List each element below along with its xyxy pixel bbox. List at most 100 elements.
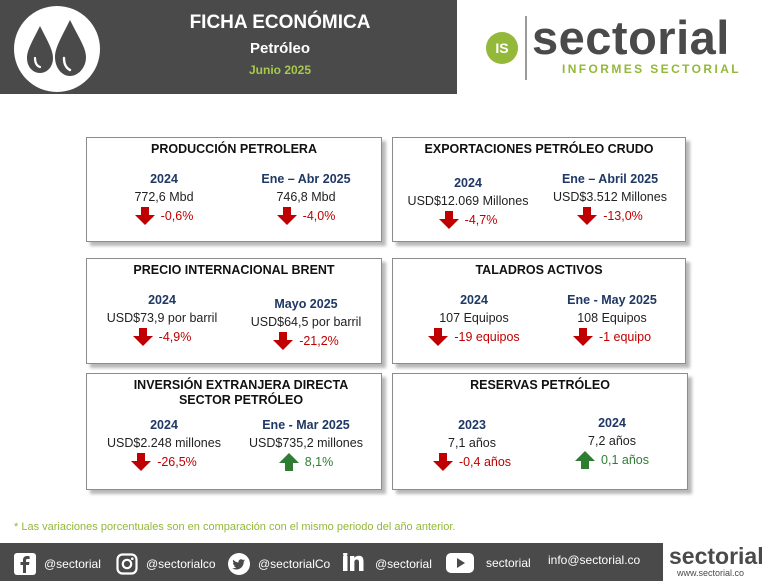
stat-value: 772,6 Mbd [134,190,194,204]
change-value: -4,0% [302,209,336,223]
stat-column-right: Ene - Mar 2025 USD$735,2 millones 8,1% [241,418,371,471]
youtube-link[interactable]: sectorial [446,553,531,573]
arrow-down-icon [432,453,453,471]
linkedin-icon [343,553,364,571]
arrow-down-icon [131,453,152,471]
period-label: 2024 [454,176,482,190]
card-title: RESERVAS PETRÓLEO [470,378,610,392]
period-label: Ene - May 2025 [567,293,657,307]
arrow-down-icon [428,328,449,346]
linkedin-handle: @sectorial [375,557,432,571]
brand-name: sectorial [532,11,730,64]
card-exportaciones-petroleo: EXPORTACIONES PETRÓLEO CRUDO 2024 USD$12… [392,137,686,242]
twitter-handle: @sectorialCo [258,557,331,571]
twitter-icon [228,553,250,575]
facebook-handle: @sectorial [44,557,101,571]
stat-value: 746,8 Mbd [276,190,336,204]
card-reservas-petroleo: RESERVAS PETRÓLEO 2023 7,1 años -0,4 año… [392,373,688,490]
stat-value: USD$64,5 por barril [250,315,362,329]
youtube-handle: sectorial [486,556,531,570]
card-title: EXPORTACIONES PETRÓLEO CRUDO [424,142,654,156]
footer-brand-url: www.sectorial.co [677,568,745,578]
period-label: 2024 [148,293,176,307]
stat-column-left: 2023 7,1 años -0,4 años [407,418,537,471]
arrow-down-icon [577,207,598,225]
stat-value: 107 Equipos [439,311,509,325]
change-value: -4,7% [464,213,498,227]
stat-value: USD$3.512 Millones [553,190,667,204]
stat-column-right: 2024 7,2 años 0,1 años [547,416,677,469]
stat-column-left: 2024 107 Equipos -19 equipos [409,293,539,346]
change-value: -26,5% [157,455,197,469]
page-title: FICHA ECONÓMICA [189,12,371,33]
period-label: Ene - Mar 2025 [262,418,350,432]
change-value: -4,9% [158,330,192,344]
period-label: Mayo 2025 [274,297,338,311]
linkedin-link[interactable]: @sectorial [343,553,432,575]
facebook-icon [14,553,36,575]
brand-divider [525,16,527,80]
brand-tagline: INFORMES SECTORIAL [562,62,741,76]
stat-column-left: 2024 USD$2.248 millones -26,5% [99,418,229,471]
period-label: 2024 [150,418,178,432]
change-value: -0,4 años [458,455,512,469]
brand-badge: IS [486,32,518,64]
stat-value: 7,1 años [448,436,496,450]
twitter-link[interactable]: @sectorialCo [228,553,330,575]
card-title: TALADROS ACTIVOS [475,263,603,277]
instagram-icon [116,553,138,575]
stat-column-left: 2024 772,6 Mbd -0,6% [99,172,229,225]
card-title: INVERSIÓN EXTRANJERA DIRECTA SECTOR PETR… [133,378,349,407]
arrow-up-icon [575,451,596,469]
period-label: Ene – Abr 2025 [261,172,351,186]
stat-value: USD$73,9 por barril [106,311,218,325]
arrow-down-icon [132,328,153,346]
card-title: PRODUCCIÓN PETROLERA [151,142,317,156]
card-taladros-activos: TALADROS ACTIVOS 2024 107 Equipos -19 eq… [392,258,686,364]
youtube-icon [446,553,474,573]
instagram-handle: @sectorialco [146,557,216,571]
email-link[interactable]: info@sectorial.co [548,553,640,567]
period-label: 2024 [150,172,178,186]
arrow-down-icon [273,332,294,350]
period-label: 2023 [458,418,486,432]
stat-column-right: Ene – Abril 2025 USD$3.512 Millones -13,… [545,172,675,225]
page-subtitle: Petróleo [249,40,310,57]
stat-value: USD$12.069 Millones [407,194,529,208]
report-date: Junio 2025 [248,63,312,77]
stat-column-right: Mayo 2025 USD$64,5 por barril -21,2% [241,297,371,350]
stat-column-right: Ene – Abr 2025 746,8 Mbd -4,0% [241,172,371,225]
stat-value: USD$2.248 millones [107,436,221,450]
arrow-down-icon [276,207,297,225]
period-label: 2024 [598,416,626,430]
footnote: * Las variaciones porcentuales son en co… [14,521,456,533]
oil-drops-icon [27,20,86,76]
period-label: 2024 [460,293,488,307]
footer-brand-logo: sectorial www.sectorial.co [663,541,775,581]
change-value: -13,0% [603,209,643,223]
sectorial-logo: IS sectorial INFORMES SECTORIAL [486,8,756,88]
arrow-up-icon [278,453,299,471]
card-precio-brent: PRECIO INTERNACIONAL BRENT 2024 USD$73,9… [86,258,382,364]
arrow-down-icon [438,211,459,229]
stat-value: 7,2 años [588,434,636,448]
header-banner: FICHA ECONÓMICA Petróleo Junio 2025 [0,0,457,94]
contact-email: info@sectorial.co [548,553,641,567]
stat-column-left: 2024 USD$73,9 por barril -4,9% [97,293,227,346]
change-value: -19 equipos [454,330,520,344]
change-value: -0,6% [160,209,194,223]
facebook-link[interactable]: @sectorial [14,553,101,575]
card-title: PRECIO INTERNACIONAL BRENT [133,263,335,277]
oil-drops-logo [14,6,100,92]
stat-column-left: 2024 USD$12.069 Millones -4,7% [403,176,533,229]
change-value: -1 equipo [598,330,652,344]
stat-value: USD$735,2 millones [249,436,363,450]
instagram-link[interactable]: @sectorialco [116,553,216,575]
card-inversion-extranjera: INVERSIÓN EXTRANJERA DIRECTA SECTOR PETR… [86,373,382,490]
arrow-down-icon [134,207,155,225]
change-value: 0,1 años [601,453,649,467]
arrow-down-icon [572,328,593,346]
stat-value: 108 Equipos [577,311,647,325]
footer-bar: @sectorial @sectorialco @sectorialCo @se… [0,541,775,581]
stat-column-right: Ene - May 2025 108 Equipos -1 equipo [547,293,677,346]
